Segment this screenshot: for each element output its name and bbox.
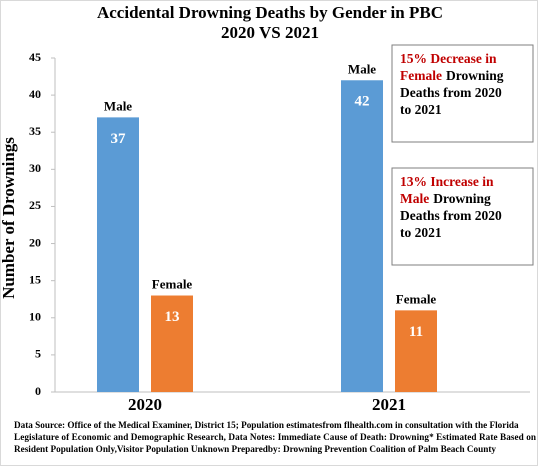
y-tick-label: 10 (29, 310, 41, 324)
annotation-line: 13% Increase in (400, 174, 494, 189)
annotation-line: 15% Decrease in (400, 51, 497, 66)
annotation-text: 15% Decrease in (400, 51, 497, 66)
source-note: Data Source: Office of the Medical Exami… (14, 420, 519, 430)
annotation-text: Female (400, 68, 442, 83)
source-note: Resident Population Only,Visitor Populat… (14, 444, 496, 454)
y-tick-label: 5 (35, 347, 41, 361)
annotation-box (391, 167, 534, 266)
source-note: Legislature of Economic and Demographic … (14, 432, 536, 442)
bar (151, 295, 193, 392)
annotation-text: 13% Increase in (400, 174, 494, 189)
y-tick-label: 30 (29, 161, 41, 175)
x-tick-label: 2021 (372, 395, 406, 414)
annotation-line: Male Drowning (400, 191, 491, 206)
bar (395, 310, 437, 392)
annotation-line: Deaths from 2020 (400, 85, 502, 100)
data-label: 11 (409, 324, 423, 340)
series-label: Female (152, 276, 193, 291)
annotation-text: Drowning (433, 191, 491, 206)
y-tick-label: 0 (35, 384, 41, 398)
series-label: Male (348, 61, 376, 76)
chart-subtitle: 2020 VS 2021 (221, 23, 319, 42)
y-tick-label: 40 (29, 87, 41, 101)
annotation-text: to 2021 (400, 225, 442, 240)
chart-title: Accidental Drowning Deaths by Gender in … (97, 3, 443, 22)
series-label: Male (104, 98, 132, 113)
y-tick-label: 15 (29, 272, 41, 286)
annotation-line: to 2021 (400, 225, 442, 240)
annotation-text: Drowning (446, 68, 504, 83)
y-tick-label: 45 (29, 50, 41, 64)
data-label: 42 (355, 94, 370, 110)
data-label: 13 (165, 309, 180, 325)
annotation-text: Male (400, 191, 429, 206)
annotation-text: Deaths from 2020 (400, 85, 502, 100)
annotation-line: to 2021 (400, 102, 442, 117)
y-axis-title: Number of Drownings (0, 137, 18, 299)
annotation-text: Deaths from 2020 (400, 208, 502, 223)
y-tick-label: 25 (29, 198, 41, 212)
annotation-line: Female Drowning (400, 68, 504, 83)
annotation-line: Deaths from 2020 (400, 208, 502, 223)
bar (97, 117, 139, 392)
annotation-box (391, 44, 534, 143)
series-label: Female (396, 291, 437, 306)
y-tick-label: 35 (29, 124, 41, 138)
data-label: 37 (111, 131, 127, 147)
y-tick-label: 20 (29, 235, 41, 249)
bar (341, 80, 383, 393)
annotation-text: to 2021 (400, 102, 442, 117)
x-tick-label: 2020 (128, 395, 162, 414)
